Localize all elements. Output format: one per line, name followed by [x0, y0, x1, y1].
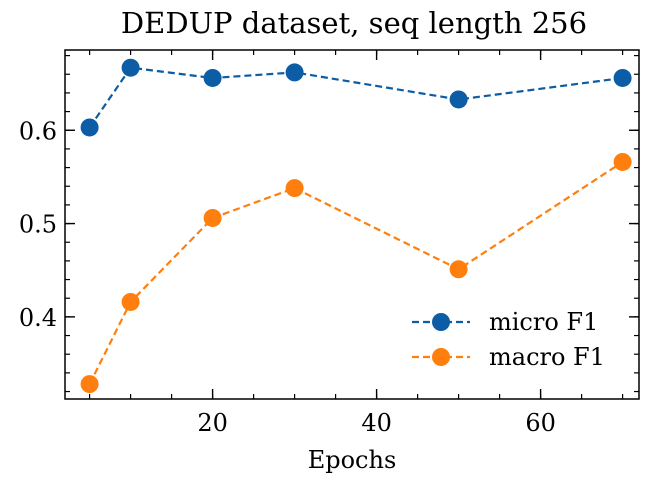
x-tick-label: 20: [197, 409, 228, 437]
data-point-0-2: [203, 68, 222, 87]
major-ticks: [65, 50, 639, 399]
legend-label-1: macro F1: [489, 343, 605, 371]
series-line-0: [88, 66, 623, 129]
axes-frame: [64, 49, 640, 400]
data-point-0-3: [285, 63, 304, 82]
data-point-1-3: [285, 179, 304, 198]
legend-marker-1: [432, 348, 450, 366]
data-point-1-5: [613, 152, 632, 171]
data-point-0-1: [121, 58, 140, 77]
legend-label-0: micro F1: [489, 308, 598, 336]
data-point-1-0: [80, 375, 99, 394]
y-tick-label: 0.6: [19, 117, 57, 145]
tick-labels: 20 40 60 0.4 0.5 0.6: [19, 117, 556, 437]
series-line-1: [88, 161, 624, 385]
chart-title: DEDUP dataset, seq length 256: [121, 6, 587, 40]
x-axis-label: Epochs: [308, 446, 397, 474]
x-tick-label: 60: [525, 409, 556, 437]
data-point-1-1: [121, 292, 140, 311]
x-tick-label: 40: [361, 409, 392, 437]
plot-area: [80, 58, 632, 394]
y-tick-label: 0.5: [19, 211, 57, 239]
y-tick-label: 0.4: [19, 304, 57, 332]
minor-ticks: [65, 50, 639, 399]
data-point-0-0: [80, 118, 99, 137]
data-point-0-4: [449, 90, 468, 109]
legend-marker-0: [432, 313, 450, 331]
data-point-0-5: [613, 68, 632, 87]
legend: micro F1 macro F1: [412, 308, 605, 371]
data-point-1-4: [449, 260, 468, 279]
data-point-1-2: [203, 208, 222, 227]
